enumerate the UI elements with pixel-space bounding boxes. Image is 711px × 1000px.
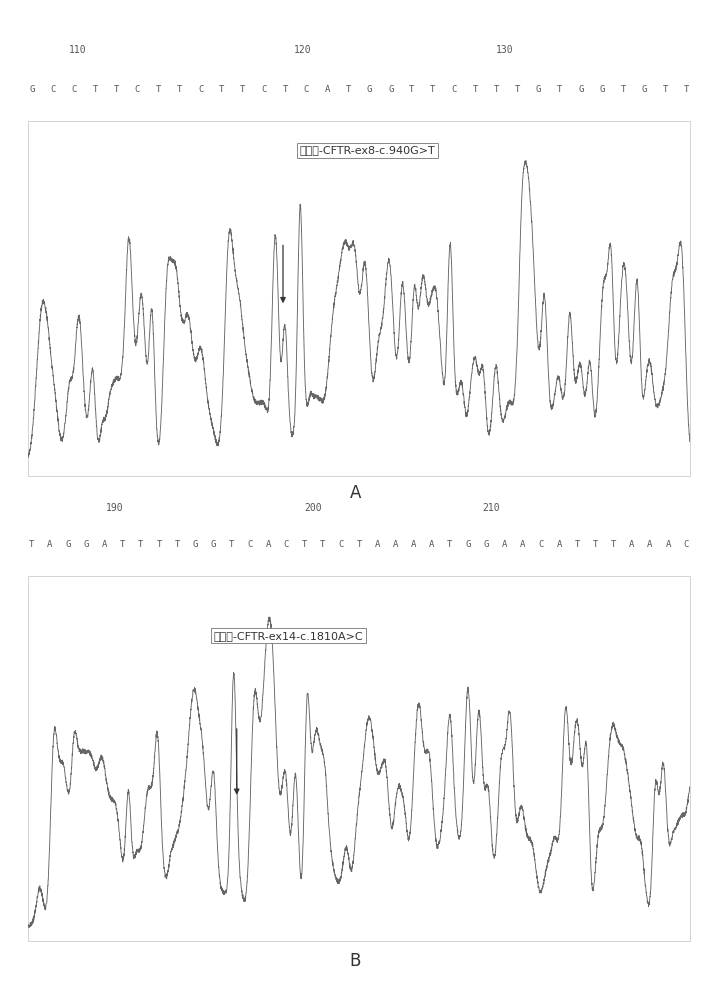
Text: A: A: [392, 540, 398, 549]
Text: B: B: [350, 952, 361, 970]
Text: A: A: [265, 540, 271, 549]
Text: T: T: [156, 86, 161, 95]
Text: T: T: [611, 540, 616, 549]
Text: A: A: [47, 540, 53, 549]
Text: A: A: [629, 540, 634, 549]
Text: 190: 190: [106, 503, 123, 513]
Text: 患者父-CFTR-ex8-c.940G>T: 患者父-CFTR-ex8-c.940G>T: [299, 145, 435, 155]
Text: T: T: [219, 86, 225, 95]
Text: G: G: [641, 86, 647, 95]
Text: T: T: [356, 540, 362, 549]
Text: T: T: [229, 540, 235, 549]
Text: C: C: [134, 86, 140, 95]
Text: T: T: [156, 540, 161, 549]
Text: T: T: [346, 86, 351, 95]
Text: A: A: [647, 540, 653, 549]
Text: A: A: [429, 540, 434, 549]
Text: C: C: [451, 86, 456, 95]
Text: G: G: [367, 86, 373, 95]
Text: G: G: [211, 540, 216, 549]
Text: T: T: [174, 540, 180, 549]
Text: 120: 120: [294, 45, 311, 55]
Text: C: C: [262, 86, 267, 95]
Text: T: T: [138, 540, 144, 549]
Text: T: T: [684, 86, 689, 95]
Text: G: G: [84, 540, 89, 549]
Text: T: T: [557, 86, 562, 95]
Text: 210: 210: [483, 503, 500, 513]
Text: C: C: [304, 86, 309, 95]
Text: T: T: [593, 540, 598, 549]
Text: T: T: [114, 86, 119, 95]
Text: C: C: [284, 540, 289, 549]
Text: T: T: [120, 540, 125, 549]
Text: G: G: [466, 540, 471, 549]
Text: 130: 130: [496, 45, 513, 55]
Text: G: G: [29, 86, 34, 95]
Text: A: A: [350, 484, 361, 502]
Text: T: T: [282, 86, 288, 95]
Text: A: A: [325, 86, 330, 95]
Text: T: T: [473, 86, 478, 95]
Text: T: T: [301, 540, 307, 549]
Text: A: A: [502, 540, 507, 549]
Text: C: C: [338, 540, 343, 549]
Text: T: T: [447, 540, 453, 549]
Text: T: T: [177, 86, 182, 95]
Text: T: T: [240, 86, 245, 95]
Text: C: C: [198, 86, 203, 95]
Text: C: C: [50, 86, 55, 95]
Text: G: G: [483, 540, 489, 549]
Text: A: A: [520, 540, 525, 549]
Text: T: T: [515, 86, 520, 95]
Text: A: A: [375, 540, 380, 549]
Text: G: G: [578, 86, 584, 95]
Text: T: T: [409, 86, 415, 95]
Text: T: T: [29, 540, 34, 549]
Text: G: G: [536, 86, 541, 95]
Text: G: G: [193, 540, 198, 549]
Text: T: T: [663, 86, 668, 95]
Text: A: A: [557, 540, 562, 549]
Text: A: A: [102, 540, 107, 549]
Text: A: A: [411, 540, 417, 549]
Text: 110: 110: [69, 45, 87, 55]
Text: T: T: [620, 86, 626, 95]
Text: C: C: [247, 540, 252, 549]
Text: C: C: [71, 86, 77, 95]
Text: G: G: [388, 86, 393, 95]
Text: T: T: [430, 86, 436, 95]
Text: C: C: [538, 540, 544, 549]
Text: A: A: [665, 540, 671, 549]
Text: G: G: [599, 86, 604, 95]
Text: C: C: [684, 540, 689, 549]
Text: T: T: [493, 86, 499, 95]
Text: G: G: [65, 540, 71, 549]
Text: 患者父-CFTR-ex14-c.1810A>C: 患者父-CFTR-ex14-c.1810A>C: [213, 631, 363, 641]
Text: 200: 200: [304, 503, 321, 513]
Text: T: T: [92, 86, 98, 95]
Text: T: T: [574, 540, 580, 549]
Text: T: T: [320, 540, 326, 549]
